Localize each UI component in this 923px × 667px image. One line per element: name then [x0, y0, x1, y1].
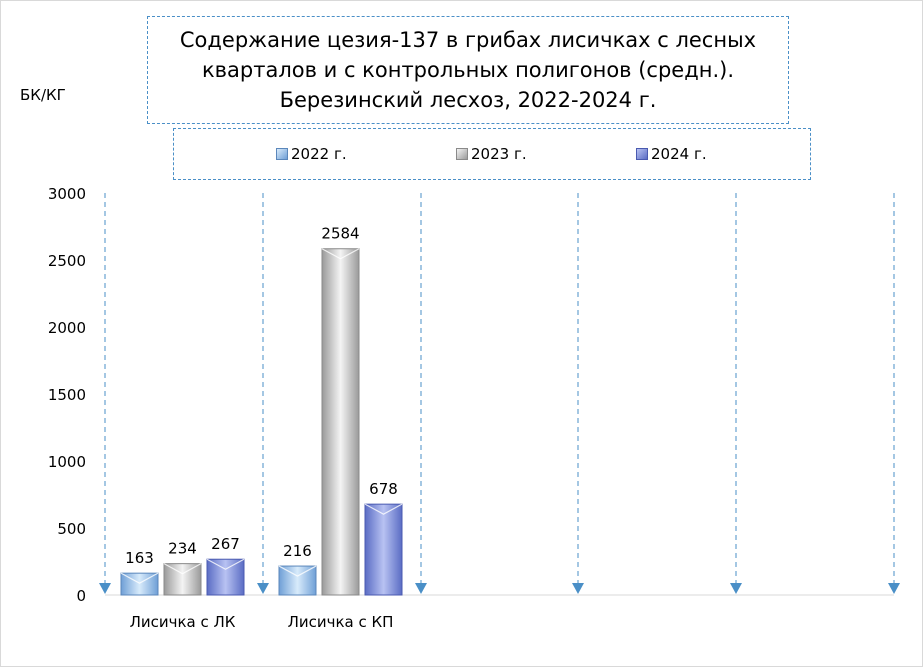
- legend-swatch-2022: [276, 148, 288, 160]
- y-tick-label: 500: [57, 520, 86, 538]
- data-label: 163: [125, 549, 154, 567]
- y-tick-label: 0: [76, 587, 86, 605]
- bar-2024-0: [206, 558, 245, 596]
- bar-bevel: [120, 572, 159, 584]
- legend-item-2023: 2023 г.: [456, 145, 527, 163]
- grid-arrow: [572, 583, 584, 594]
- bar-bevel: [321, 248, 360, 260]
- grid-arrow: [730, 583, 742, 594]
- data-label: 234: [168, 540, 197, 558]
- legend-item-2022: 2022 г.: [276, 145, 347, 163]
- bar-bevel: [278, 565, 317, 577]
- legend: 2022 г. 2023 г. 2024 г.: [173, 128, 811, 180]
- data-label: 678: [369, 480, 398, 498]
- category-label: Лисичка с КП: [288, 613, 394, 631]
- bar-bevel: [163, 563, 202, 575]
- legend-swatch-2024: [636, 148, 648, 160]
- y-axis-label: БК/КГ: [20, 86, 66, 104]
- chart-title-box: Содержание цезия-137 в грибах лисичках с…: [147, 16, 789, 124]
- data-label: 216: [283, 542, 312, 560]
- grid-arrow: [99, 583, 111, 594]
- chart-title: Содержание цезия-137 в грибах лисичках с…: [179, 28, 757, 112]
- y-tick-label: 1000: [48, 453, 86, 471]
- y-tick-label: 2000: [48, 319, 86, 337]
- bar-2022-1: [278, 565, 317, 596]
- data-label: 267: [211, 535, 240, 553]
- legend-label-2024: 2024 г.: [651, 145, 707, 163]
- legend-swatch-2023: [456, 148, 468, 160]
- y-tick-label: 1500: [48, 386, 86, 404]
- legend-label-2022: 2022 г.: [291, 145, 347, 163]
- bar-bevel: [364, 503, 403, 515]
- legend-label-2023: 2023 г.: [471, 145, 527, 163]
- grid-arrow: [888, 583, 900, 594]
- bar-bevel: [206, 558, 245, 570]
- grid-arrow: [415, 583, 427, 594]
- legend-item-2024: 2024 г.: [636, 145, 707, 163]
- bar-2023-1: [321, 248, 360, 596]
- data-label: 2584: [321, 225, 359, 243]
- grid-arrow: [257, 583, 269, 594]
- bar-2023-0: [163, 563, 202, 596]
- y-tick-label: 3000: [48, 185, 86, 203]
- bar-2024-1: [364, 503, 403, 596]
- y-tick-label: 2500: [48, 252, 86, 270]
- category-label: Лисичка с ЛК: [130, 613, 236, 631]
